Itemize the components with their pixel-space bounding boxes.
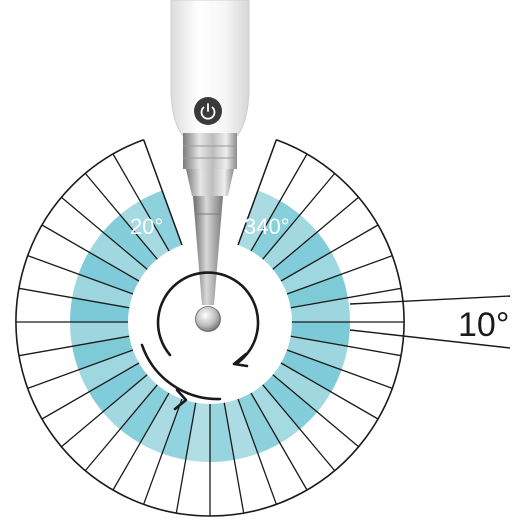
dial-spoke	[237, 398, 277, 505]
handpiece-collar	[183, 133, 237, 169]
dial-spokes	[16, 139, 404, 516]
tip-ball	[195, 306, 221, 332]
band-sector	[251, 384, 300, 444]
angle-label-right: 340°	[244, 214, 290, 239]
rotation-arrow-icon	[140, 271, 260, 411]
band-sector	[78, 252, 139, 294]
band-sector	[120, 384, 169, 444]
band-sector	[140, 393, 182, 454]
dial-spoke	[27, 349, 134, 389]
dial-spoke	[60, 374, 148, 448]
segment-callout-line-lower	[349, 329, 511, 349]
dial-spoke	[84, 384, 158, 472]
dial-spoke	[112, 153, 170, 252]
band-sector	[262, 214, 318, 270]
band-sector	[238, 393, 280, 454]
band-sector	[290, 322, 350, 347]
dial-spoke	[27, 255, 134, 295]
dial-spoke	[175, 402, 197, 514]
dial-spoke	[262, 384, 336, 472]
dial-spoke	[250, 392, 308, 491]
angle-label-left: 20°	[130, 214, 163, 239]
band-sector	[251, 200, 300, 260]
dial-spoke	[290, 335, 402, 357]
gap-edge-spoke	[142, 139, 183, 246]
band-sector	[78, 350, 139, 392]
band-sector	[238, 190, 280, 251]
band-sector	[290, 297, 350, 322]
dial-spoke	[280, 362, 379, 420]
band-sector	[262, 374, 318, 430]
band-sector	[102, 214, 158, 270]
band-sector	[70, 297, 130, 322]
handpiece-tip	[193, 196, 223, 305]
band-sector	[287, 274, 348, 308]
dial-rings	[15, 138, 405, 517]
handpiece-nozzle	[186, 169, 234, 196]
band-sector	[224, 399, 258, 460]
dial-spoke	[18, 287, 130, 309]
dial-spoke	[41, 362, 140, 420]
dial-spoke	[280, 224, 379, 282]
band-sector	[281, 350, 342, 392]
band-sector	[210, 402, 235, 462]
segment-angle-label: 10°	[458, 306, 509, 344]
handpiece	[170, 0, 250, 332]
band-sector	[287, 336, 348, 370]
band-sector	[272, 232, 332, 281]
band-sector	[120, 200, 169, 260]
band-sector	[72, 274, 133, 308]
dial-spoke	[272, 196, 360, 270]
dial-spoke	[223, 402, 245, 514]
dial-spoke	[84, 172, 158, 260]
dial-spoke	[112, 392, 170, 491]
band-sector	[72, 336, 133, 370]
band-sector	[185, 402, 210, 462]
segment-callout-line-upper	[349, 295, 511, 305]
dial-spoke	[143, 398, 183, 505]
dial-spoke	[18, 335, 130, 357]
dial-spoke	[290, 287, 402, 309]
dial-spoke	[286, 255, 393, 295]
dial-spoke	[250, 153, 308, 252]
band-sector	[88, 363, 148, 412]
dial-spoke	[60, 196, 148, 270]
dial-spoke	[272, 374, 360, 448]
band-sector	[281, 252, 342, 294]
highlight-band	[70, 190, 350, 462]
outer-ring	[15, 138, 405, 517]
band-sector	[88, 232, 148, 281]
power-icon	[200, 103, 216, 120]
band-sector	[70, 322, 130, 347]
band-sector	[140, 190, 182, 251]
dial-spoke	[262, 172, 336, 260]
dial-spoke	[41, 224, 140, 282]
gap-edge-spoke	[237, 139, 278, 246]
band-sector	[102, 374, 158, 430]
band-sector	[162, 399, 196, 460]
dial-spoke	[286, 349, 393, 389]
band-sector	[272, 363, 332, 412]
